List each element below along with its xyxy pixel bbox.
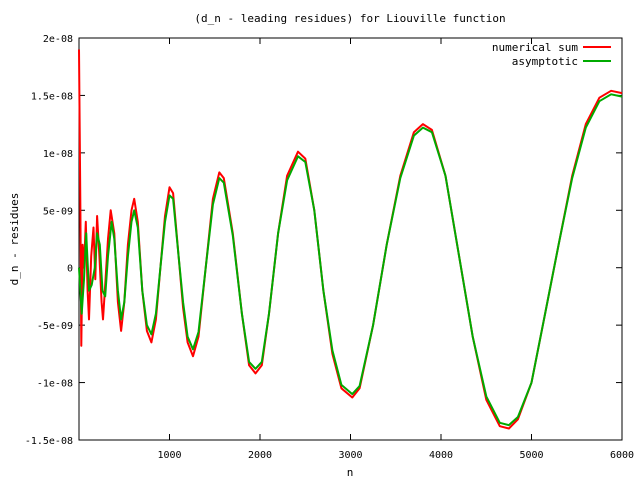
y-tick-label: 1e-08 <box>43 149 73 160</box>
y-axis: -1.5e-08 -1e-08 -5e-09 0 5e-09 1e-08 1.5e-08 2e… <box>25 34 622 447</box>
y-tick-label: 1.5e-08 <box>31 91 73 102</box>
legend-label-numerical-sum: numerical sum <box>492 41 578 54</box>
series-layer <box>78 49 623 430</box>
x-tick-label: 1000 <box>157 450 181 461</box>
y-tick-label: -1.5e-08 <box>25 436 73 447</box>
y-tick-label: 0 <box>67 264 73 275</box>
legend: numerical sum asymptotic <box>492 41 611 68</box>
plot-frame <box>78 37 623 441</box>
x-tick-label: 2000 <box>248 450 272 461</box>
series-line-numerical-sum <box>78 49 623 430</box>
y-tick-label: 2e-08 <box>43 34 73 45</box>
x-tick-label: 4000 <box>429 450 453 461</box>
x-tick-label: 3000 <box>338 450 362 461</box>
chart-title: (d_n - leading residues) for Liouville f… <box>194 12 505 25</box>
x-axis-label: n <box>347 466 354 479</box>
y-tick-label: -1e-08 <box>37 379 73 390</box>
y-tick-label: -5e-09 <box>37 321 73 332</box>
y-axis-label: d_n - residues <box>8 193 21 286</box>
x-axis: 1000 2000 3000 4000 5000 6000 <box>157 38 634 461</box>
x-tick-label: 5000 <box>519 450 543 461</box>
x-tick-label: 6000 <box>610 450 634 461</box>
y-tick-label: 5e-09 <box>43 206 73 217</box>
legend-label-asymptotic: asymptotic <box>512 55 578 68</box>
series-line-asymptotic <box>78 93 623 427</box>
